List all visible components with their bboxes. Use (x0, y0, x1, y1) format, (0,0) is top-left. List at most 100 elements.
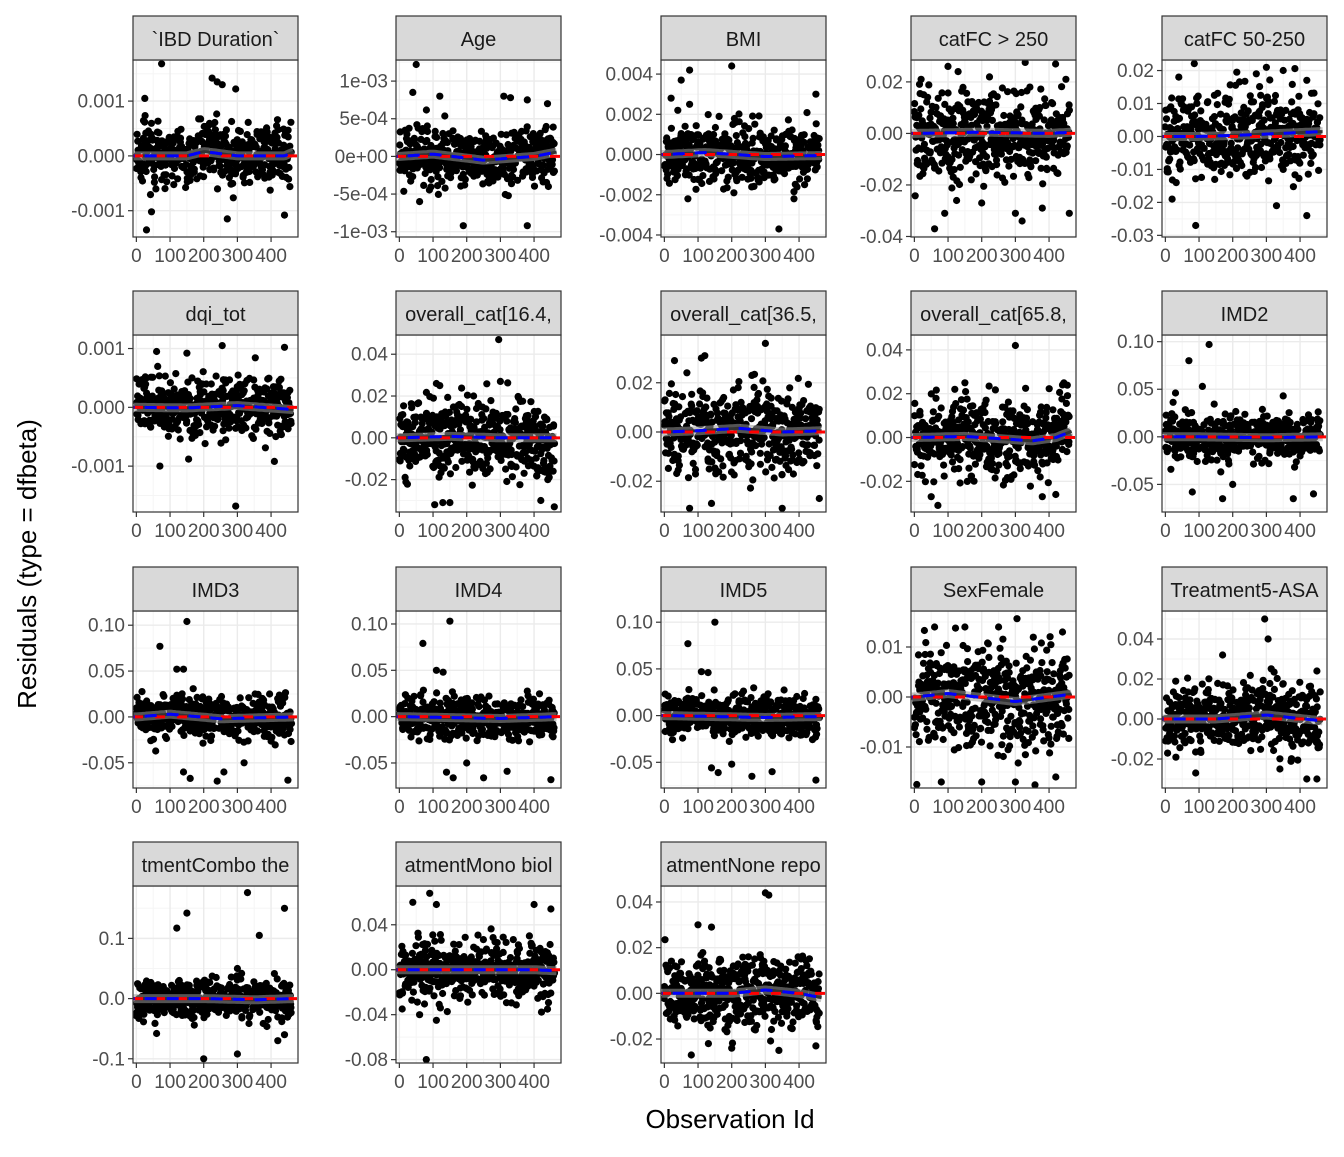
data-point (509, 473, 516, 480)
data-point (208, 380, 215, 387)
y-tick-label: -0.02 (345, 470, 388, 491)
outlier-point (1192, 222, 1199, 229)
outlier-point (1052, 491, 1059, 498)
data-point (510, 166, 517, 173)
outlier-point (934, 502, 941, 509)
data-point (432, 128, 439, 135)
y-tick-label: 0.00 (351, 428, 388, 449)
smooth-lines (396, 436, 561, 437)
data-point (1213, 457, 1220, 464)
data-point (1045, 479, 1052, 486)
data-point (1266, 76, 1273, 83)
data-point (779, 471, 786, 478)
data-point (705, 111, 712, 118)
x-tick-label: 200 (188, 246, 220, 267)
data-point (1044, 166, 1051, 173)
data-point (992, 420, 999, 427)
data-point (1272, 92, 1279, 99)
data-point (662, 396, 669, 403)
data-point (911, 100, 918, 107)
y-tick-label: 0.02 (351, 387, 388, 408)
data-point (1228, 140, 1235, 147)
data-point (741, 133, 748, 140)
outlier-point (668, 95, 675, 102)
x-tick-label: 200 (188, 521, 220, 542)
x-tick-label: 100 (417, 521, 449, 542)
outlier-point (1280, 67, 1287, 74)
data-point (957, 479, 964, 486)
facet-strip-label: BMI (726, 29, 762, 51)
data-point (981, 409, 988, 416)
data-point (1066, 413, 1073, 420)
outlier-point (762, 340, 769, 347)
data-point (1066, 107, 1073, 114)
data-point (400, 188, 407, 195)
x-tick-label: 300 (750, 246, 782, 267)
data-point (688, 391, 695, 398)
data-point (1193, 100, 1200, 107)
data-point (1233, 69, 1240, 76)
smooth-lines (661, 153, 826, 157)
data-point (693, 122, 700, 129)
data-point (202, 440, 209, 447)
data-point (790, 470, 797, 477)
data-point (953, 197, 960, 204)
data-point (957, 164, 964, 171)
data-point (445, 458, 452, 465)
outlier-point (671, 357, 678, 364)
data-point (1027, 483, 1034, 490)
data-point (399, 411, 406, 418)
x-tick-label: 0 (659, 246, 670, 267)
data-point (1054, 456, 1061, 463)
outlier-point (686, 101, 693, 108)
data-point (1266, 155, 1273, 162)
data-point (1064, 142, 1071, 149)
data-point (163, 178, 170, 185)
data-point (1063, 448, 1070, 455)
data-point (470, 392, 477, 399)
data-point (1217, 468, 1224, 475)
data-point (800, 458, 807, 465)
x-tick-label: 100 (932, 246, 964, 267)
data-point (782, 142, 789, 149)
data-point (1218, 168, 1225, 175)
data-point (154, 118, 161, 125)
data-point (1052, 60, 1059, 67)
data-point (147, 424, 154, 431)
data-point (423, 106, 430, 113)
outlier-point (156, 463, 163, 470)
data-point (274, 116, 281, 123)
data-point (771, 176, 778, 183)
x-tick-label: 400 (1033, 246, 1065, 267)
x-tick-label: 100 (932, 521, 964, 542)
outlier-point (524, 96, 531, 103)
data-point (411, 135, 418, 142)
data-point (1204, 98, 1211, 105)
data-point (196, 429, 203, 436)
data-point (816, 135, 823, 142)
data-point (917, 411, 924, 418)
outlier-point (961, 379, 968, 386)
outlier-point (812, 91, 819, 98)
data-point (750, 135, 757, 142)
data-point (508, 180, 515, 187)
data-point (941, 473, 948, 480)
x-tick-label: 400 (518, 521, 550, 542)
data-point (200, 368, 207, 375)
data-point (1288, 98, 1295, 105)
data-point (441, 465, 448, 472)
facet-strip-label: overall_cat[65.8, (920, 304, 1067, 326)
data-point (803, 109, 810, 116)
data-point (463, 406, 470, 413)
data-point (1165, 445, 1172, 452)
x-tick-label: 0 (659, 521, 670, 542)
data-point (551, 457, 558, 464)
data-point (989, 460, 996, 467)
x-tick-label: 200 (716, 246, 748, 267)
outlier-point (232, 503, 239, 510)
y-tick-label: 0.02 (1117, 61, 1154, 82)
data-point (751, 121, 758, 128)
data-point (1005, 163, 1012, 170)
data-point (197, 115, 204, 122)
outlier-point (686, 505, 693, 512)
